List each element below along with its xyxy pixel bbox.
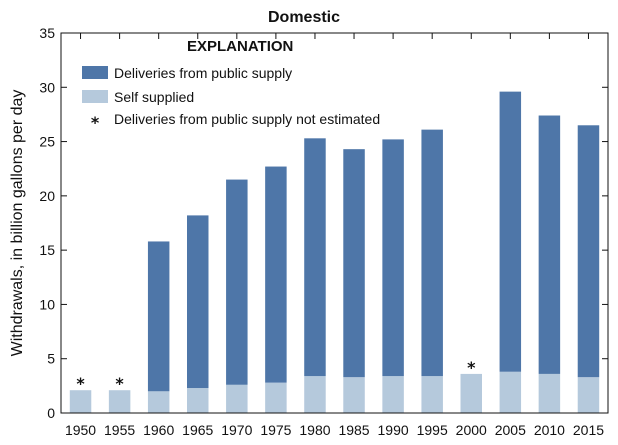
not-estimated-marker: * [76,374,85,393]
bar-public-supply [304,138,326,377]
y-tick-label: 25 [39,134,55,150]
bar-self-supplied [304,376,326,413]
legend: EXPLANATION Deliveries from public suppl… [82,38,380,132]
bar-public-supply [187,215,209,389]
bar-self-supplied [421,376,443,413]
legend-label-self-supplied: Self supplied [114,89,194,105]
bar-public-supply [343,149,365,378]
bar-self-supplied [538,373,561,413]
bar-self-supplied [69,390,92,413]
x-tick-label: 1985 [338,422,369,438]
x-tick-label: 1955 [104,422,135,438]
y-axis-label: Withdrawals, in billion gallons per day [9,90,26,357]
x-tick-label: 1965 [182,422,213,438]
y-tick-label: 30 [39,79,55,95]
not-estimated-markers: * * * [76,358,476,393]
y-tick-label: 35 [39,25,55,41]
x-tick-label: 1995 [417,422,448,438]
bar-self-supplied [343,377,365,413]
bar-public-supply [147,241,170,392]
chart-title: Domestic [268,9,340,26]
x-tick-label: 1975 [260,422,291,438]
legend-title: EXPLANATION [187,38,293,55]
bar-public-supply [499,91,522,372]
bar-public-supply [577,125,600,378]
x-tick-label: 1960 [143,422,174,438]
bar-self-supplied [187,388,209,413]
x-axis: 1950 1955 1960 1965 1970 1975 1980 1985 1990 1995… [65,33,604,438]
x-tick-label: 2000 [456,422,487,438]
x-tick-label: 2015 [573,422,604,438]
bar-self-supplied [265,382,287,413]
bar-self-supplied [382,376,404,413]
y-tick-label: 20 [39,188,55,204]
x-tick-label: 1950 [65,422,96,438]
bar-public-supply [226,179,248,385]
y-tick-label: 10 [39,296,55,312]
y-tick-label: 5 [47,351,55,367]
y-axis: 0 5 10 15 20 25 30 35 [39,25,608,421]
legend-label-not-estimated: Deliveries from public supply not estima… [114,111,380,127]
bar-self-supplied [577,377,600,413]
bar-public-supply [382,139,404,377]
bar-self-supplied [147,391,170,413]
x-tick-label: 1980 [299,422,330,438]
y-tick-label: 15 [39,242,55,258]
not-estimated-marker: * [467,358,476,377]
x-tick-label: 1990 [378,422,409,438]
y-tick-label: 0 [47,405,55,421]
bar-self-supplied [499,371,522,413]
bar-self-supplied [108,390,131,413]
not-estimated-marker: * [115,374,124,393]
legend-swatch-self-supplied [82,90,108,103]
bars [69,91,600,413]
bar-public-supply [538,115,561,374]
legend-label-public-supply: Deliveries from public supply [114,65,292,81]
x-tick-label: 1970 [221,422,252,438]
bar-public-supply [421,129,443,377]
legend-swatch-public-supply [82,66,108,79]
x-tick-label: 2010 [534,422,565,438]
legend-marker-not-estimated: * [91,113,100,132]
x-tick-label: 2005 [495,422,526,438]
bar-public-supply [265,166,287,383]
bar-self-supplied [226,384,248,413]
plot-frame [60,32,609,414]
bar-self-supplied [460,373,482,413]
